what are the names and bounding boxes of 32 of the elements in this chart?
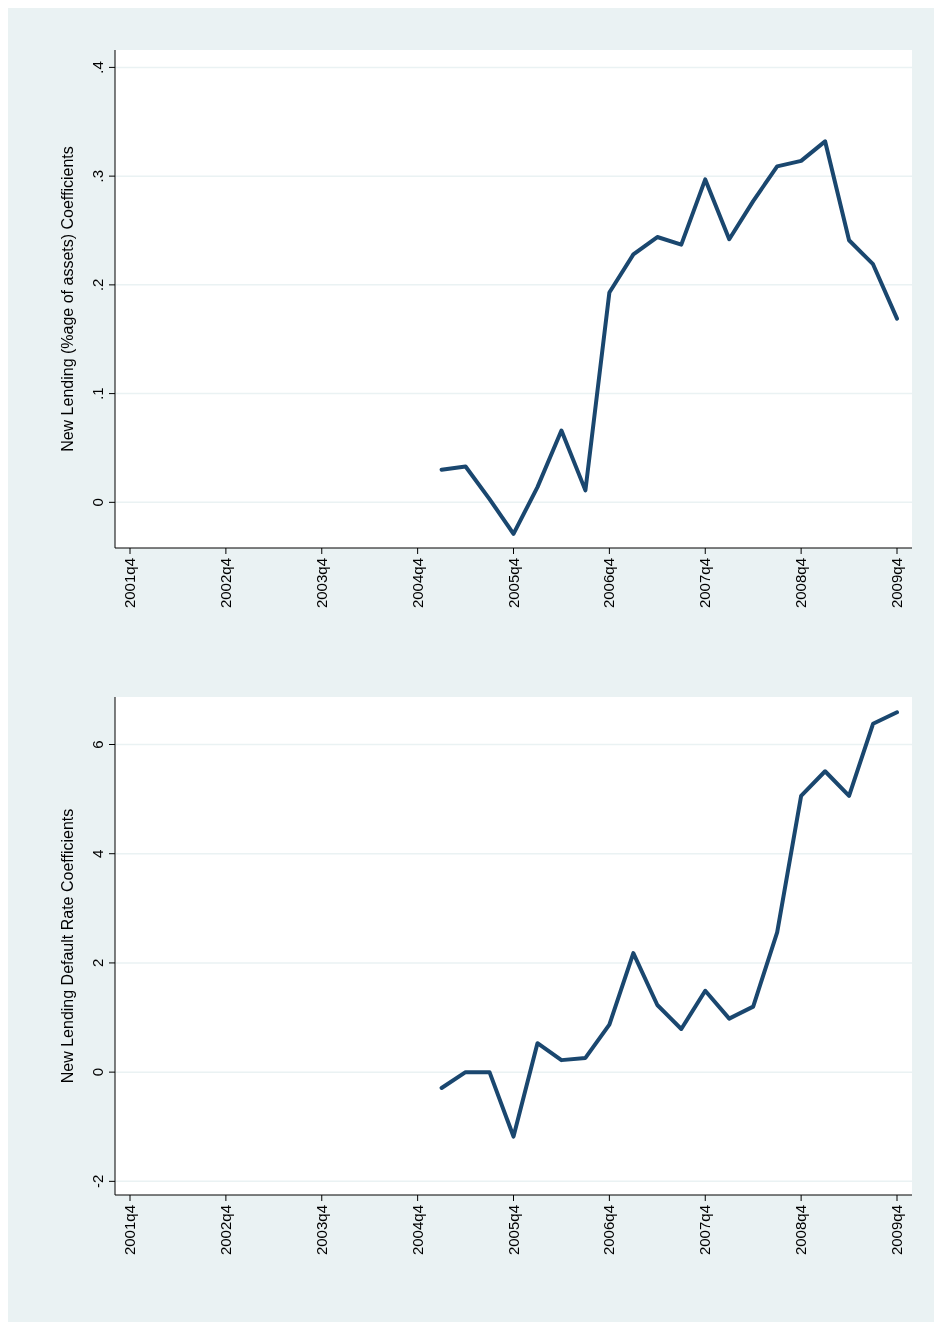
x-tick-label: 2005q4 [504,1205,522,1256]
x-tick-label: 2001q4 [121,558,138,609]
line-series [439,710,899,1139]
x-tick-label: 2008q4 [792,558,810,609]
y-tick-label: 6 [89,740,106,749]
y-tick-label: .3 [89,169,106,183]
y-tick-label: -2 [89,1174,106,1189]
x-tick-label: 2008q4 [792,1205,810,1256]
x-tick-label: 2007q4 [696,1205,714,1256]
x-tick-label: 2003q4 [312,1205,330,1256]
x-tick-label: 2009q4 [888,1205,905,1256]
x-tick-label: 2005q4 [504,558,522,609]
x-tick-label: 2004q4 [408,1205,426,1256]
x-tick-label: 2002q4 [216,558,234,609]
x-tick-label: 2003q4 [312,558,330,609]
y-tick-label: 4 [89,849,106,858]
y-tick-label: .1 [89,387,106,400]
x-tick-label: 2001q4 [121,1205,138,1256]
x-tick-label: 2002q4 [216,1205,234,1256]
y-tick-label: 0 [89,1067,106,1077]
y-tick-label: 0 [89,498,106,507]
x-tick-label: 2006q4 [600,1205,618,1256]
y-axis-title: New Lending (%age of assets) Coefficients [59,146,76,452]
x-tick-label: 2006q4 [600,558,618,609]
y-axis-title: New Lending Default Rate Coefficients [59,808,76,1084]
x-tick-label: 2007q4 [696,558,714,609]
x-tick-label: 2009q4 [888,558,905,609]
y-tick-label: 2 [89,958,106,968]
line-series [439,139,899,536]
y-tick-label: .4 [89,61,106,74]
y-tick-label: .2 [89,278,106,292]
x-tick-label: 2004q4 [408,558,426,609]
